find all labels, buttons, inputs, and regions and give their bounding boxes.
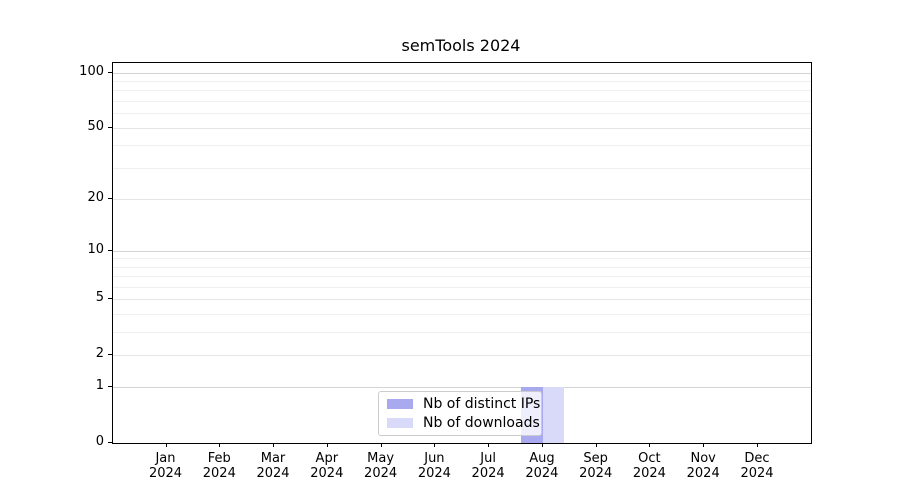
x-tick-label-jun: Jun 2024 [417, 451, 451, 481]
gridline-minor-8 [113, 266, 811, 268]
gridline-minor-70 [113, 101, 811, 102]
x-tick-label-apr: Apr 2024 [310, 451, 344, 481]
x-tick-mark-mar [273, 443, 274, 447]
x-tick-label-jan: Jan 2024 [148, 451, 183, 481]
distinct-ips-swatch [387, 399, 413, 409]
x-tick-mark-may [380, 443, 382, 447]
gridline-50 [113, 127, 811, 129]
gridline-100 [113, 72, 811, 74]
gridline-minor-4 [113, 313, 811, 315]
chart-title: semTools 2024 [401, 36, 521, 55]
y-tick-label-0: 0 [95, 434, 104, 449]
gridline-minor-30 [113, 167, 811, 169]
plot-area [112, 62, 812, 444]
x-tick-mark-dec [757, 443, 758, 447]
y-tick-mark-5 [108, 298, 112, 300]
x-tick-label-mar: Mar 2024 [256, 451, 290, 481]
y-tick-label-10: 10 [87, 241, 104, 257]
gridline-minor-9 [113, 258, 811, 260]
legend-label-distinct-ips: Nb of distinct IPs [423, 396, 541, 412]
gridline-10 [113, 250, 811, 252]
legend: Nb of distinct IPs Nb of downloads [378, 391, 542, 436]
y-tick-mark-0 [108, 442, 112, 443]
x-tick-mark-jul [488, 443, 490, 447]
x-tick-mark-jun [434, 443, 436, 447]
y-tick-label-5: 5 [95, 290, 104, 306]
gridline-minor-60 [113, 113, 811, 115]
y-tick-label-2: 2 [95, 345, 104, 361]
x-tick-mark-nov [703, 443, 705, 447]
legend-label-downloads: Nb of downloads [423, 415, 540, 431]
y-tick-label-50: 50 [87, 118, 104, 134]
x-tick-label-aug: Aug 2024 [525, 451, 559, 481]
gridline-minor-80 [113, 90, 811, 92]
x-tick-mark-jan [165, 443, 167, 447]
y-tick-mark-1 [108, 386, 112, 388]
y-tick-label-20: 20 [87, 189, 104, 205]
y-tick-mark-100 [108, 71, 112, 73]
gridline-minor-6 [113, 286, 811, 288]
x-tick-label-feb: Feb 2024 [202, 451, 236, 481]
y-tick-mark-20 [108, 197, 112, 199]
gridline-2 [113, 354, 811, 356]
y-tick-mark-10 [108, 249, 112, 251]
y-tick-label-100: 100 [79, 63, 104, 79]
x-tick-mark-sep [595, 443, 597, 447]
gridline-5 [113, 299, 811, 301]
y-tick-mark-2 [108, 353, 112, 355]
gridline-minor-40 [113, 145, 811, 146]
downloads-swatch [387, 418, 413, 428]
legend-item-distinct-ips: Nb of distinct IPs [387, 396, 541, 412]
x-tick-mark-aug [541, 443, 543, 447]
gridline-minor-3 [113, 331, 811, 333]
x-tick-label-may: May 2024 [364, 451, 398, 481]
gridline-minor-90 [113, 81, 811, 83]
x-tick-mark-apr [326, 443, 328, 447]
x-tick-label-oct: Oct 2024 [632, 451, 666, 481]
bar-nb-of-downloads-aug-2024 [542, 387, 565, 443]
gridline-1 [113, 387, 811, 389]
x-tick-label-sep: Sep 2024 [579, 451, 613, 481]
x-tick-label-dec: Dec 2024 [740, 451, 774, 481]
y-tick-label-1: 1 [95, 378, 104, 394]
y-tick-mark-50 [108, 126, 112, 128]
x-tick-mark-feb [219, 443, 221, 447]
x-tick-label-nov: Nov 2024 [686, 451, 720, 481]
legend-item-downloads: Nb of downloads [387, 415, 541, 431]
gridline-20 [113, 198, 811, 200]
x-tick-mark-oct [649, 443, 651, 447]
x-tick-label-jul: Jul 2024 [471, 451, 505, 481]
gridline-minor-7 [113, 276, 811, 278]
